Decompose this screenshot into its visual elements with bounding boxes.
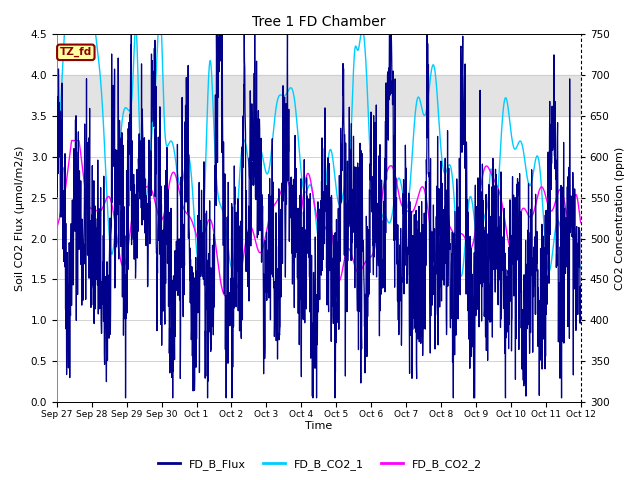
Y-axis label: CO2 Concentration (ppm): CO2 Concentration (ppm) [615,146,625,290]
Title: Tree 1 FD Chamber: Tree 1 FD Chamber [252,15,385,29]
Legend: FD_B_Flux, FD_B_CO2_1, FD_B_CO2_2: FD_B_Flux, FD_B_CO2_1, FD_B_CO2_2 [154,455,486,474]
Text: TZ_fd: TZ_fd [60,47,92,58]
Y-axis label: Soil CO2 Flux (μmol/m2/s): Soil CO2 Flux (μmol/m2/s) [15,145,25,291]
Bar [57,75,580,116]
X-axis label: Time: Time [305,421,332,432]
